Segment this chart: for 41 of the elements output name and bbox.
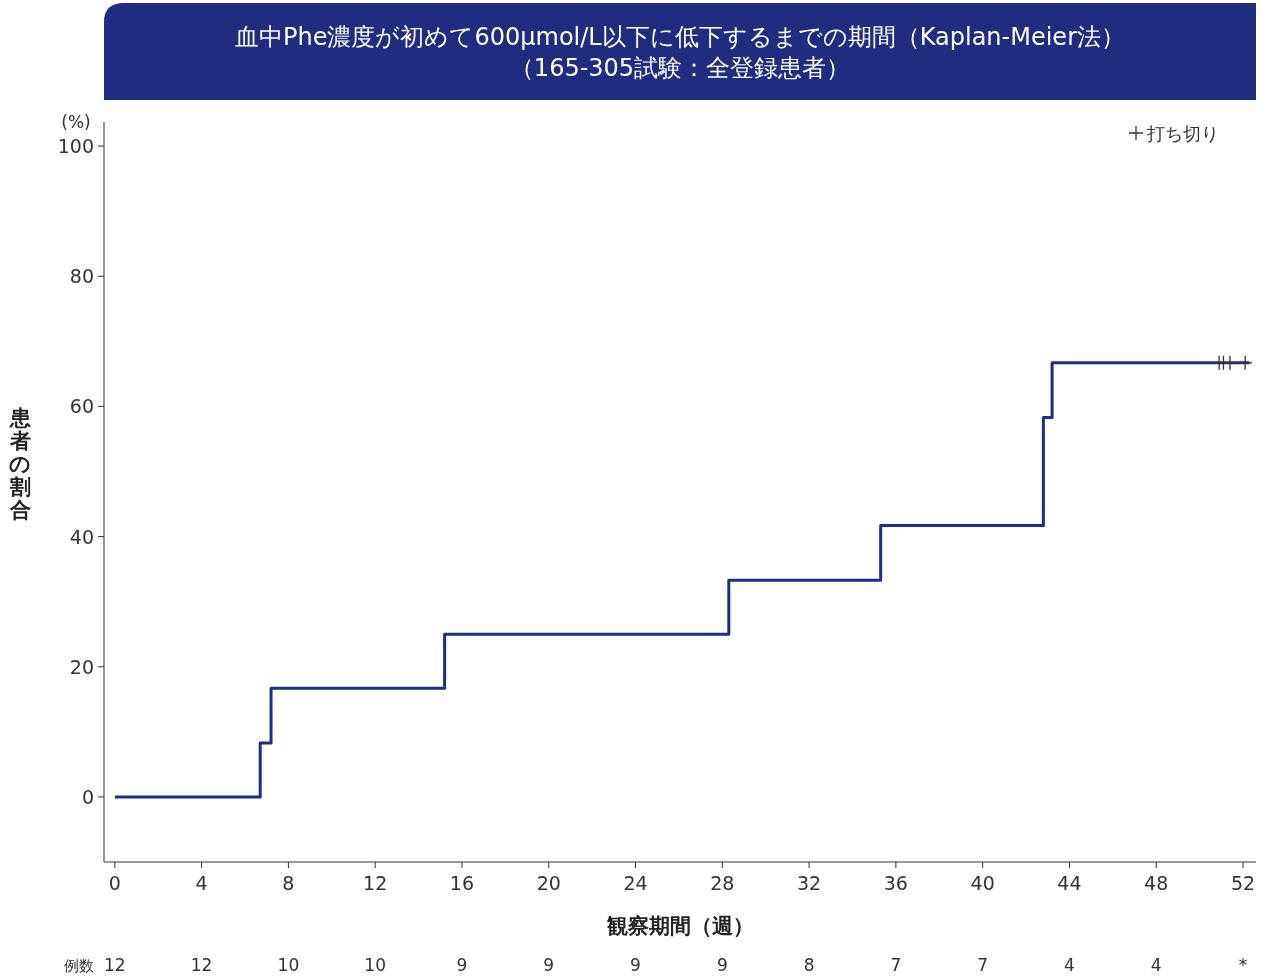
text: 4 [1150, 955, 1162, 975]
text: 12 [190, 955, 213, 975]
text: 10 [364, 955, 387, 975]
x-tick-label: 12 [363, 872, 388, 894]
text: 8 [803, 955, 815, 975]
x-tick-label: 8 [282, 872, 295, 894]
text: 10 [277, 955, 300, 975]
chart-subtitle: （165-305試験：全登録患者） [509, 54, 851, 82]
x-tick-label: 20 [536, 872, 561, 894]
x-tick-label: 24 [623, 872, 648, 894]
text: 4 [1064, 955, 1075, 975]
text: 7 [890, 955, 902, 975]
x-tick-label: 0 [108, 872, 121, 894]
text: 9 [630, 955, 641, 975]
y-tick-label: 0 [81, 785, 94, 808]
x-tick-label: 40 [970, 872, 995, 894]
x-tick-label: 16 [449, 872, 475, 894]
x-tick-label: 52 [1230, 872, 1256, 894]
text: * [1238, 955, 1248, 975]
text: 12 [104, 955, 126, 975]
x-tick-label: 48 [1144, 872, 1169, 894]
y-tick-label: 60 [69, 395, 94, 418]
text: 9 [716, 955, 728, 975]
y-tick-label: 80 [69, 265, 94, 288]
x-tick-label: 4 [195, 872, 208, 894]
x-tick-label: 44 [1057, 872, 1082, 894]
y-axis-title: 患者の割合 [8, 406, 32, 522]
y-tick-label: 40 [69, 525, 94, 548]
x-tick-label: 36 [883, 872, 908, 894]
y-tick-label: 20 [69, 655, 94, 678]
text: 例数 [64, 957, 94, 975]
text: (%) [61, 112, 91, 132]
chart-title: 血中Phe濃度が初めて600μmol/L以下に低下するまでの期間（Kaplan-Meier法） [235, 23, 1125, 51]
text: 7 [977, 955, 989, 975]
x-axis-title: 観察期間（週） [605, 914, 754, 938]
legend-label: 打ち切り [1146, 123, 1219, 144]
text: 9 [543, 955, 555, 975]
x-tick-label: 28 [710, 872, 735, 894]
x-tick-label: 32 [796, 872, 822, 894]
y-tick-label: 100 [57, 135, 94, 158]
text: 9 [456, 955, 468, 975]
